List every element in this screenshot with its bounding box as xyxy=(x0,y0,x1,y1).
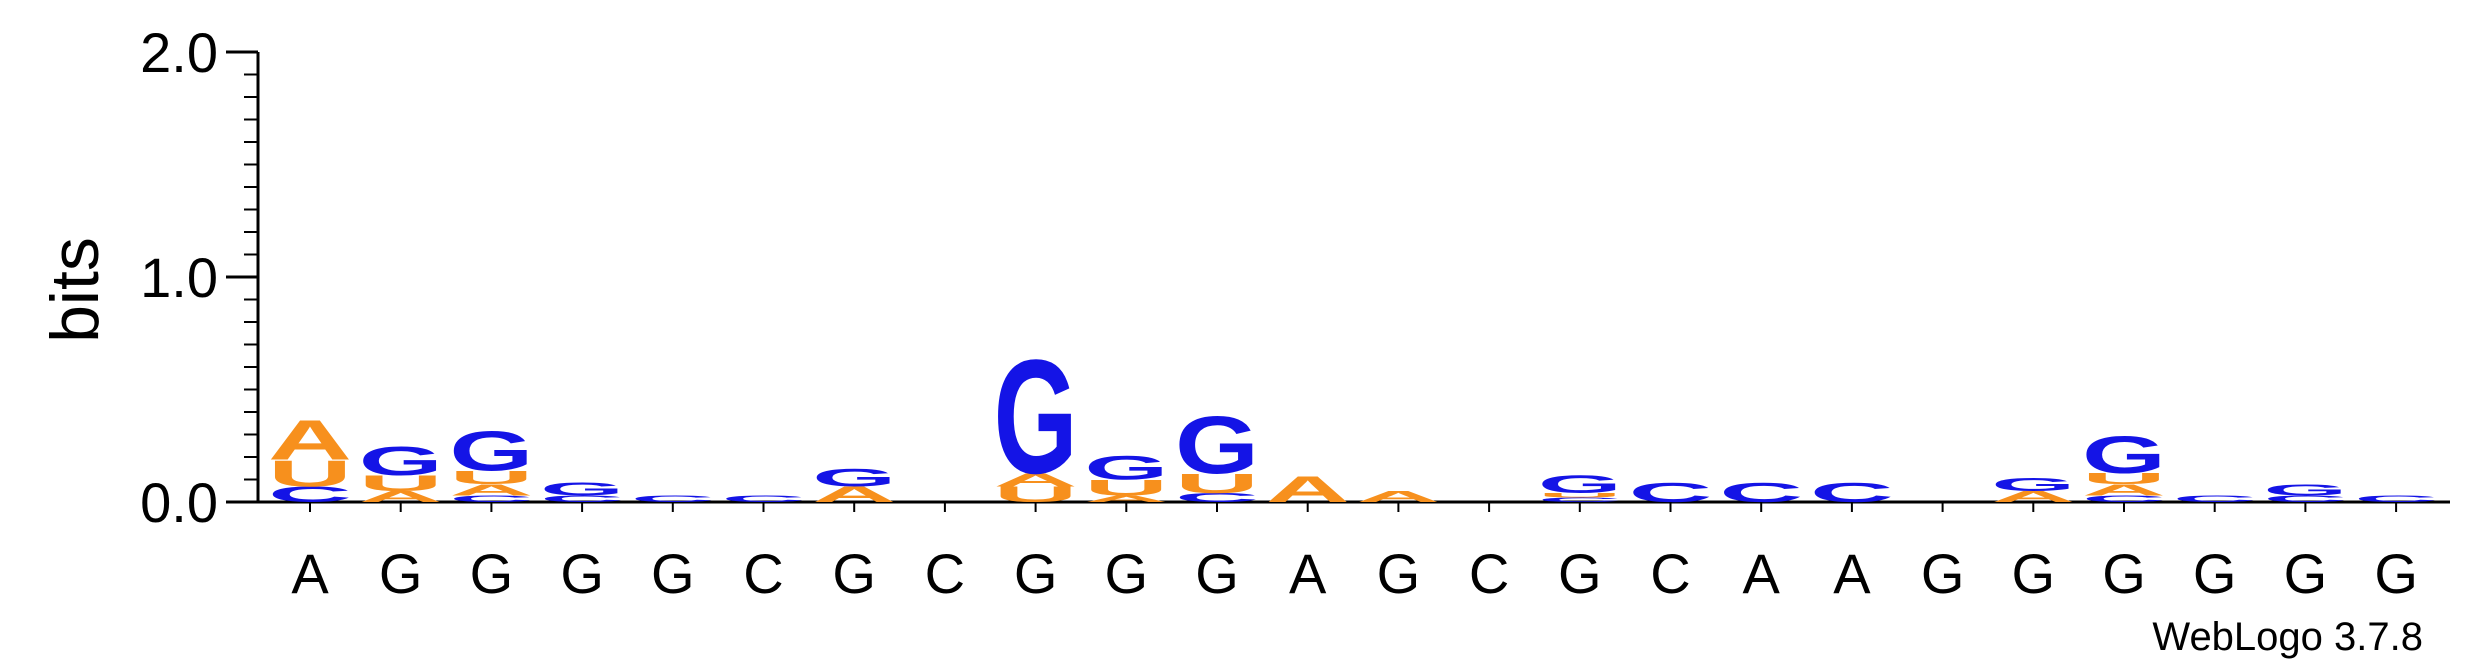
logo-stack: A xyxy=(1356,488,1440,506)
logo-stack: C xyxy=(2173,494,2257,504)
logo-letter-g: G xyxy=(2263,481,2347,498)
x-tick-label: A xyxy=(1289,542,1327,605)
logo-letter-a: A xyxy=(449,481,533,499)
x-tick-label: G xyxy=(1377,542,1421,605)
logo-letter-c: C xyxy=(721,494,805,504)
logo-stack: CUA xyxy=(268,409,352,507)
y-tick-label: 0.0 xyxy=(140,471,218,534)
logo-letter-u: U xyxy=(1538,492,1622,499)
y-axis-title: bits xyxy=(37,237,113,343)
logo-stack: C xyxy=(2354,494,2438,504)
x-tick-label: C xyxy=(925,542,965,605)
x-tick-label: G xyxy=(651,542,695,605)
logo-letter-g: G xyxy=(359,439,443,484)
logo-letter-c: C xyxy=(449,494,533,504)
x-tick-label: G xyxy=(2102,542,2146,605)
x-tick-label: G xyxy=(560,542,604,605)
x-tick-label: G xyxy=(379,542,423,605)
logo-letter-c: C xyxy=(540,494,624,504)
logo-stack: C xyxy=(631,494,715,504)
logo-letter-c: C xyxy=(2263,494,2347,504)
x-tick-label: C xyxy=(1469,542,1509,605)
logo-letter-g: G xyxy=(812,464,896,492)
x-tick-label: G xyxy=(2012,542,2056,605)
logo-letter-c: C xyxy=(2173,494,2257,504)
x-tick-label: G xyxy=(1195,542,1239,605)
x-tick-label: G xyxy=(1014,542,1058,605)
logo-stack: CG xyxy=(2263,481,2347,504)
logo-stack: CUG xyxy=(1175,400,1259,504)
logo-letter-a: A xyxy=(359,488,443,506)
x-tick-label: C xyxy=(743,542,783,605)
y-tick-label: 1.0 xyxy=(140,246,218,309)
logo-letter-g: G xyxy=(1991,474,2075,495)
x-tick-label: G xyxy=(2193,542,2237,605)
logo-letter-a: A xyxy=(2082,481,2166,499)
logo-letter-g: G xyxy=(1084,448,1168,487)
logo-letter-c: C xyxy=(631,494,715,504)
y-axis: 0.0 1.0 2.0 xyxy=(140,21,2450,534)
x-tick-label: G xyxy=(1558,542,1602,605)
logo-letter-u: U xyxy=(449,467,533,488)
logo-letter-c: C xyxy=(1538,496,1622,503)
x-tick-label: A xyxy=(291,542,329,605)
logo-stack: AUG xyxy=(1084,448,1168,504)
x-tick-label: G xyxy=(470,542,514,605)
y-tick-label: 2.0 xyxy=(140,21,218,84)
logo-letter-g: G xyxy=(1538,470,1622,498)
logo-letter-u: U xyxy=(2082,470,2166,488)
x-tick-label: A xyxy=(1743,542,1781,605)
logo-letter-g: G xyxy=(540,479,624,500)
logo-letter-g: G xyxy=(2082,425,2166,484)
logo-stack: CUG xyxy=(1538,470,1622,503)
x-tick-label: G xyxy=(832,542,876,605)
logo-letter-c: C xyxy=(1175,491,1259,505)
x-tick-label: C xyxy=(1650,542,1690,605)
x-tick-label: G xyxy=(2284,542,2328,605)
logo-letter-u: U xyxy=(268,453,352,495)
logo-letter-c: C xyxy=(2354,494,2438,504)
x-tick-label: A xyxy=(1833,542,1871,605)
logo-stack: C xyxy=(721,494,805,504)
logo-letter-a: A xyxy=(1084,494,1168,504)
x-tick-label: G xyxy=(1105,542,1149,605)
logo-stack: AG xyxy=(812,464,896,507)
logo-letter-a: A xyxy=(994,469,1078,490)
logo-letter-u: U xyxy=(1084,475,1168,500)
logo-letter-a: A xyxy=(268,409,352,472)
logo-stack: AG xyxy=(1991,474,2075,505)
logo-stack: UAG xyxy=(994,327,1078,508)
logo-letter-c: C xyxy=(2082,494,2166,504)
x-tick-label: G xyxy=(1921,542,1965,605)
logo-stack: AUG xyxy=(359,439,443,506)
logo-letter-u: U xyxy=(1175,467,1259,499)
logo-letter-g: G xyxy=(994,327,1078,508)
logo-letter-a: A xyxy=(1356,488,1440,506)
logo-letter-a: A xyxy=(1991,488,2075,506)
weblogo-credit: WebLogo 3.7.8 xyxy=(2152,615,2423,659)
logo-letter-u: U xyxy=(359,471,443,496)
logo-letter-g: G xyxy=(449,420,533,483)
logo-stack: CG xyxy=(540,479,624,504)
logo-letter-g: G xyxy=(1175,400,1259,490)
x-tick-label: G xyxy=(2374,542,2418,605)
